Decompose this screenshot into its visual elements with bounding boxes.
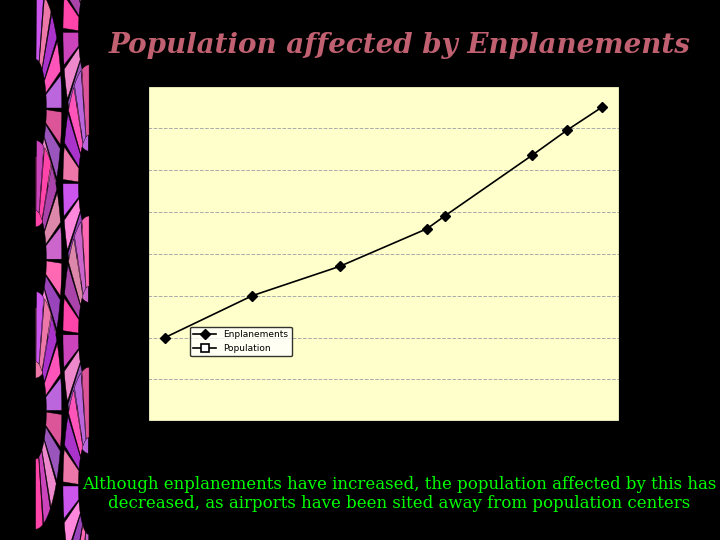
Wedge shape — [36, 306, 43, 378]
Line: Enplanements: Enplanements — [161, 104, 606, 341]
Wedge shape — [81, 381, 89, 454]
Wedge shape — [40, 0, 51, 69]
Enplanements — [528, 152, 536, 159]
Wedge shape — [68, 239, 83, 305]
Wedge shape — [36, 140, 44, 213]
Wedge shape — [39, 300, 50, 372]
Wedge shape — [46, 261, 62, 296]
Wedge shape — [40, 147, 51, 220]
Wedge shape — [68, 390, 83, 456]
Wedge shape — [63, 184, 78, 217]
Wedge shape — [63, 147, 79, 182]
Text: Although enplanements have increased, the population affected by this has
decrea: Although enplanements have increased, th… — [82, 476, 717, 512]
Wedge shape — [81, 532, 89, 540]
Wedge shape — [45, 193, 60, 244]
Enplanements — [440, 213, 449, 219]
Wedge shape — [64, 199, 80, 250]
Text: Population affected by Enplanements: Population affected by Enplanements — [109, 32, 690, 59]
Wedge shape — [42, 15, 57, 79]
Wedge shape — [42, 317, 57, 382]
Wedge shape — [42, 289, 56, 355]
Wedge shape — [82, 65, 89, 137]
Wedge shape — [68, 0, 83, 3]
Wedge shape — [46, 226, 62, 259]
Enplanements — [161, 334, 169, 341]
Wedge shape — [65, 114, 81, 167]
Wedge shape — [81, 230, 89, 302]
Wedge shape — [46, 377, 62, 410]
Wedge shape — [63, 335, 78, 368]
Wedge shape — [39, 451, 50, 523]
Wedge shape — [73, 525, 86, 540]
Wedge shape — [40, 299, 51, 371]
Wedge shape — [63, 32, 78, 65]
Wedge shape — [45, 344, 60, 395]
Wedge shape — [63, 486, 78, 519]
Wedge shape — [65, 416, 81, 469]
Wedge shape — [73, 374, 86, 447]
Wedge shape — [63, 449, 79, 484]
Wedge shape — [73, 72, 86, 144]
Wedge shape — [81, 79, 89, 151]
Enplanements — [336, 263, 344, 269]
Wedge shape — [73, 223, 86, 295]
Wedge shape — [65, 265, 81, 318]
Enplanements — [248, 293, 257, 299]
Wedge shape — [46, 412, 62, 447]
Wedge shape — [68, 363, 83, 428]
Enplanements — [562, 127, 571, 133]
Wedge shape — [74, 71, 86, 143]
Y-axis label: Population (Millions): Population (Millions) — [639, 204, 649, 303]
Wedge shape — [46, 75, 62, 108]
Y-axis label: Enplanements (Millions): Enplanements (Millions) — [108, 195, 118, 313]
Wedge shape — [74, 222, 86, 294]
Wedge shape — [45, 125, 60, 178]
Wedge shape — [64, 48, 80, 99]
Wedge shape — [82, 367, 89, 439]
Wedge shape — [39, 148, 50, 221]
Wedge shape — [68, 61, 83, 126]
Wedge shape — [45, 276, 60, 329]
Wedge shape — [42, 166, 57, 231]
Wedge shape — [64, 501, 80, 540]
Wedge shape — [45, 427, 60, 480]
Wedge shape — [68, 212, 83, 277]
Wedge shape — [68, 515, 83, 540]
Wedge shape — [42, 138, 56, 204]
Wedge shape — [45, 42, 60, 93]
Wedge shape — [46, 110, 62, 145]
Wedge shape — [36, 292, 44, 364]
Wedge shape — [36, 0, 44, 62]
Wedge shape — [65, 0, 81, 16]
Wedge shape — [63, 298, 79, 333]
Wedge shape — [42, 440, 56, 507]
Wedge shape — [36, 155, 43, 227]
Wedge shape — [63, 0, 79, 31]
Wedge shape — [36, 457, 43, 529]
Wedge shape — [74, 373, 86, 446]
Enplanements — [598, 104, 606, 111]
Enplanements — [423, 226, 431, 232]
Legend: Enplanements, Population: Enplanements, Population — [190, 327, 292, 356]
Wedge shape — [82, 216, 89, 288]
Wedge shape — [68, 87, 83, 154]
Wedge shape — [64, 350, 80, 401]
X-axis label: Year: Year — [372, 446, 395, 455]
